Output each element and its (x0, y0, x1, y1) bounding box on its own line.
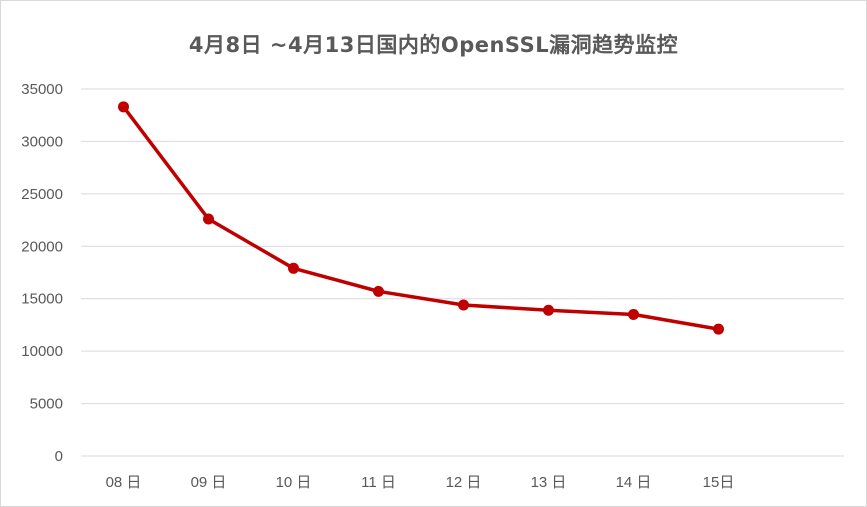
series-layer (118, 101, 724, 335)
data-point (288, 262, 299, 274)
x-tick-label: 15日 (703, 474, 735, 491)
y-tick-label: 35000 (21, 81, 63, 98)
y-tick-label: 30000 (21, 133, 63, 150)
y-axis-tick-labels: 0 5000 10000 15000 20000 25000 30000 35000 (21, 81, 63, 465)
x-axis-tick-labels: 08 日 09 日 10 日 11 日 12 日 13 日 14 日 15日 (106, 474, 735, 491)
data-point (373, 285, 384, 297)
gridlines (81, 88, 844, 457)
data-point (203, 213, 214, 225)
y-tick-label: 25000 (21, 186, 63, 203)
y-tick-label: 15000 (21, 291, 63, 308)
data-point (713, 323, 724, 335)
x-tick-label: 13 日 (531, 474, 567, 491)
data-point (118, 101, 129, 113)
x-tick-label: 09 日 (191, 474, 227, 491)
x-tick-label: 08 日 (106, 474, 142, 491)
x-tick-label: 14 日 (616, 474, 652, 491)
y-tick-label: 5000 (30, 396, 63, 413)
x-tick-label: 10 日 (276, 474, 312, 491)
data-point (458, 299, 469, 311)
chart-title: 4月8日 ~4月13日国内的OpenSSL漏洞趋势监控 (188, 33, 679, 57)
series-line (121, 105, 721, 331)
data-point (628, 308, 639, 320)
data-point (543, 304, 554, 316)
y-tick-label: 10000 (21, 343, 63, 360)
x-tick-label: 12 日 (446, 474, 482, 491)
y-tick-label: 20000 (21, 238, 63, 255)
y-tick-label: 0 (55, 448, 63, 465)
x-tick-label: 11 日 (361, 474, 396, 491)
